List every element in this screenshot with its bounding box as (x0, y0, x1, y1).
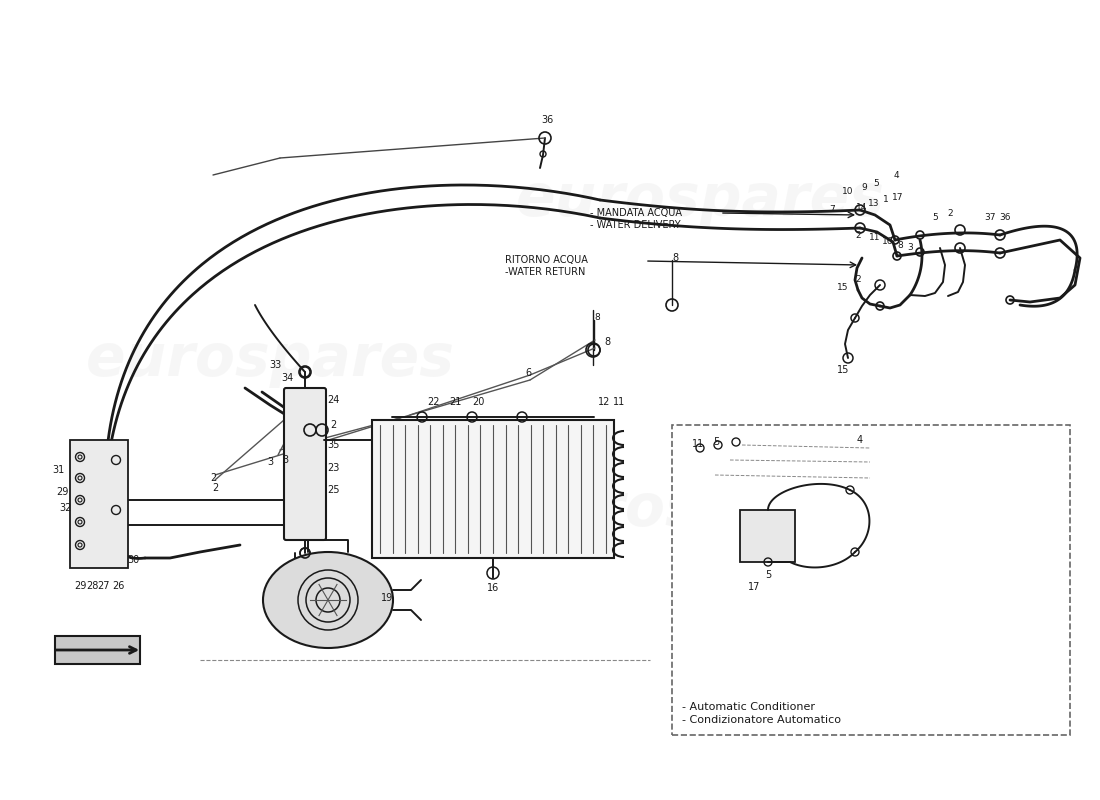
Text: 8: 8 (672, 253, 678, 263)
Bar (372, 420, 614, 558)
Text: 2: 2 (212, 483, 218, 493)
Text: 5: 5 (713, 437, 719, 447)
Text: 5: 5 (932, 214, 938, 222)
Text: 2: 2 (330, 420, 337, 430)
Text: 2: 2 (210, 473, 216, 483)
Text: 3: 3 (282, 455, 288, 465)
Text: - Automatic Conditioner: - Automatic Conditioner (682, 702, 815, 712)
Text: 24: 24 (327, 395, 339, 405)
Text: eurospares: eurospares (516, 171, 884, 229)
FancyBboxPatch shape (284, 388, 326, 540)
Text: 33: 33 (268, 360, 282, 370)
Text: 31: 31 (52, 465, 64, 475)
Text: RITORNO ACQUA
-WATER RETURN: RITORNO ACQUA -WATER RETURN (505, 255, 587, 277)
Text: 5: 5 (873, 178, 879, 187)
Text: 19: 19 (381, 593, 393, 603)
Text: 11: 11 (869, 234, 881, 242)
Text: 11: 11 (613, 397, 625, 407)
Text: 15: 15 (837, 365, 849, 375)
Text: 6: 6 (525, 368, 531, 378)
Text: 3: 3 (267, 457, 273, 467)
Text: 8: 8 (898, 241, 903, 250)
Text: 23: 23 (327, 463, 339, 473)
Text: - Condizionatore Automatico: - Condizionatore Automatico (682, 715, 842, 725)
Text: 16: 16 (882, 238, 893, 246)
Text: 13: 13 (868, 199, 880, 209)
Text: 35: 35 (327, 440, 339, 450)
Text: 2: 2 (855, 275, 861, 285)
Text: 29: 29 (56, 487, 68, 497)
Text: 17: 17 (892, 193, 904, 202)
Text: 36: 36 (541, 115, 553, 125)
Text: 29: 29 (74, 581, 86, 591)
Text: 16: 16 (487, 583, 499, 593)
Text: 30: 30 (126, 555, 139, 565)
Text: eurospares: eurospares (86, 331, 454, 389)
Text: 26: 26 (112, 581, 124, 591)
Text: 34: 34 (280, 373, 293, 383)
Text: 17: 17 (748, 582, 760, 592)
Text: 28: 28 (86, 581, 98, 591)
Text: 2: 2 (947, 209, 953, 218)
Text: 11: 11 (692, 439, 704, 449)
Text: 20: 20 (472, 397, 484, 407)
Text: 7: 7 (829, 206, 835, 214)
Text: eurospares: eurospares (516, 482, 884, 538)
Text: 8: 8 (604, 337, 611, 347)
Bar (740, 510, 795, 562)
Text: 8: 8 (594, 314, 600, 322)
Bar (70, 440, 128, 568)
Text: 10: 10 (843, 187, 854, 197)
Text: 4: 4 (893, 171, 899, 181)
Ellipse shape (263, 552, 393, 648)
Text: 22: 22 (427, 397, 439, 407)
Text: 15: 15 (837, 283, 849, 293)
Bar (55, 636, 140, 664)
Text: 2: 2 (855, 230, 861, 239)
Text: 32: 32 (59, 503, 73, 513)
Text: 5: 5 (764, 570, 771, 580)
Bar (672, 425, 1070, 735)
Text: 4: 4 (857, 435, 864, 445)
Text: 27: 27 (98, 581, 110, 591)
Text: 21: 21 (449, 397, 461, 407)
Text: 37: 37 (984, 214, 996, 222)
Text: 36: 36 (999, 214, 1011, 222)
Text: 14: 14 (856, 202, 868, 211)
Text: 3: 3 (908, 243, 913, 253)
Text: 12: 12 (597, 397, 611, 407)
Text: 9: 9 (861, 182, 867, 191)
Text: 25: 25 (327, 485, 339, 495)
Text: - MANDATA ACQUA
- WATER DELIVERY: - MANDATA ACQUA - WATER DELIVERY (590, 208, 682, 230)
Text: 1: 1 (883, 195, 889, 205)
